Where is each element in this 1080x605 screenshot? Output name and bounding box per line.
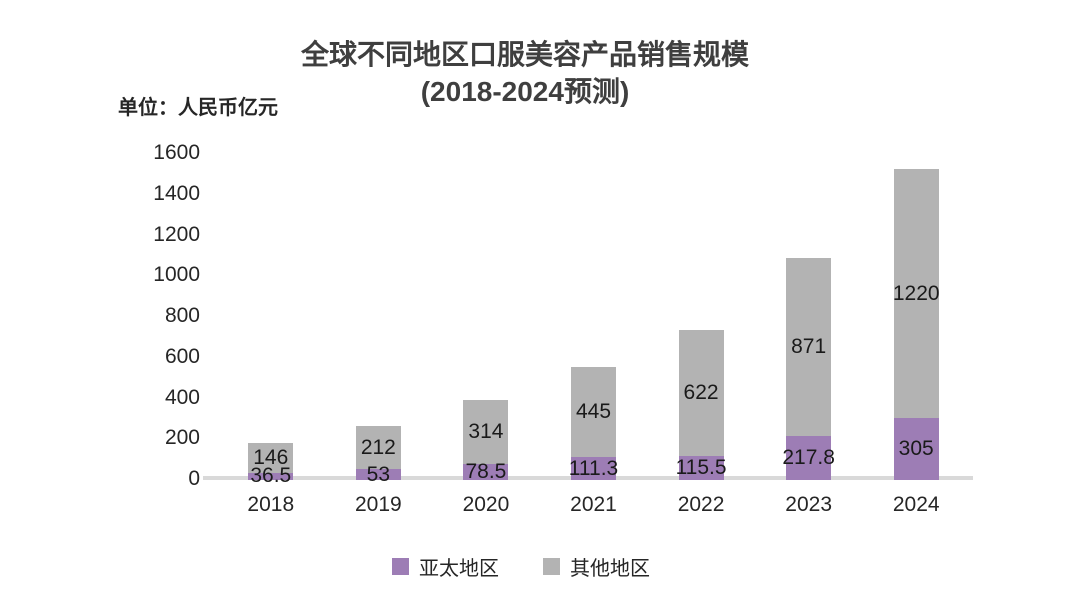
legend-item-apac: 亚太地区 bbox=[392, 552, 499, 581]
legend-swatch-icon bbox=[392, 558, 409, 575]
y-tick-label: 1600 bbox=[153, 141, 200, 164]
value-label-apac-2024: 305 bbox=[898, 436, 934, 460]
value-label-other-2020: 314 bbox=[468, 420, 504, 444]
value-label-other-2018: 146 bbox=[253, 445, 289, 469]
y-tick-label: 1200 bbox=[153, 222, 200, 246]
bar-segment-other-2024 bbox=[893, 169, 939, 418]
bar-segment-other-2020 bbox=[463, 400, 509, 464]
legend-label: 亚太地区 bbox=[419, 558, 499, 580]
value-label-other-2021: 445 bbox=[575, 399, 612, 423]
bar-segment-apac-2022 bbox=[678, 456, 724, 480]
bar-segment-apac-2021 bbox=[571, 457, 616, 480]
x-tick-label-2019: 2019 bbox=[354, 493, 402, 516]
value-label-apac-2019: 53 bbox=[366, 462, 391, 486]
x-tick-label-2018: 2018 bbox=[247, 493, 295, 516]
value-label-apac-2022: 115.5 bbox=[675, 456, 727, 480]
y-tick-label: 600 bbox=[164, 344, 200, 368]
bar-segment-other-2018 bbox=[248, 442, 294, 473]
bar-segment-apac-2018 bbox=[248, 472, 294, 480]
bar-segment-apac-2019 bbox=[355, 469, 401, 480]
y-tick-label: 1400 bbox=[153, 181, 200, 205]
value-label-other-2019: 212 bbox=[360, 435, 396, 459]
bar-segment-other-2022 bbox=[678, 329, 724, 457]
bar-segment-apac-2024 bbox=[893, 417, 939, 480]
bar-segment-apac-2023 bbox=[786, 435, 832, 480]
value-label-other-2022: 622 bbox=[683, 381, 719, 405]
chart-title: 全球不同地区口服美容产品销售规模 (2018-2024预测) bbox=[185, 36, 865, 110]
y-tick-label: 1000 bbox=[153, 263, 200, 287]
legend-label: 其他地区 bbox=[570, 558, 650, 580]
value-label-apac-2018: 36.5 bbox=[250, 464, 292, 488]
unit-label: 单位：人民币亿元 bbox=[118, 97, 278, 119]
y-tick-label: 0 bbox=[188, 467, 200, 490]
value-label-apac-2021: 111.3 bbox=[568, 456, 619, 480]
x-tick-label-2022: 2022 bbox=[677, 493, 725, 516]
bar-segment-other-2021 bbox=[571, 366, 616, 458]
y-tick-label: 400 bbox=[164, 385, 200, 409]
x-tick-label-2020: 2020 bbox=[462, 493, 510, 516]
legend-swatch-icon bbox=[543, 558, 560, 575]
bar-segment-apac-2020 bbox=[463, 464, 509, 480]
chart-title-line2: (2018-2024预测) bbox=[420, 76, 630, 107]
bar-segment-other-2023 bbox=[786, 258, 832, 436]
x-tick-label-2023: 2023 bbox=[785, 493, 832, 516]
x-tick-label-2024: 2024 bbox=[892, 493, 940, 516]
value-label-apac-2020: 78.5 bbox=[465, 460, 507, 483]
value-label-other-2023: 871 bbox=[791, 334, 827, 358]
value-label-apac-2023: 217.8 bbox=[782, 445, 835, 469]
chart-title-line1: 全球不同地区口服美容产品销售规模 bbox=[300, 39, 749, 70]
legend: 亚太地区 其他地区 bbox=[392, 552, 650, 581]
y-tick-label: 200 bbox=[164, 426, 200, 450]
bar-segment-other-2019 bbox=[355, 426, 401, 470]
legend-item-other: 其他地区 bbox=[543, 552, 650, 581]
value-label-other-2024: 1220 bbox=[892, 281, 940, 305]
x-tick-label-2021: 2021 bbox=[570, 493, 617, 516]
y-tick-label: 800 bbox=[164, 304, 200, 327]
